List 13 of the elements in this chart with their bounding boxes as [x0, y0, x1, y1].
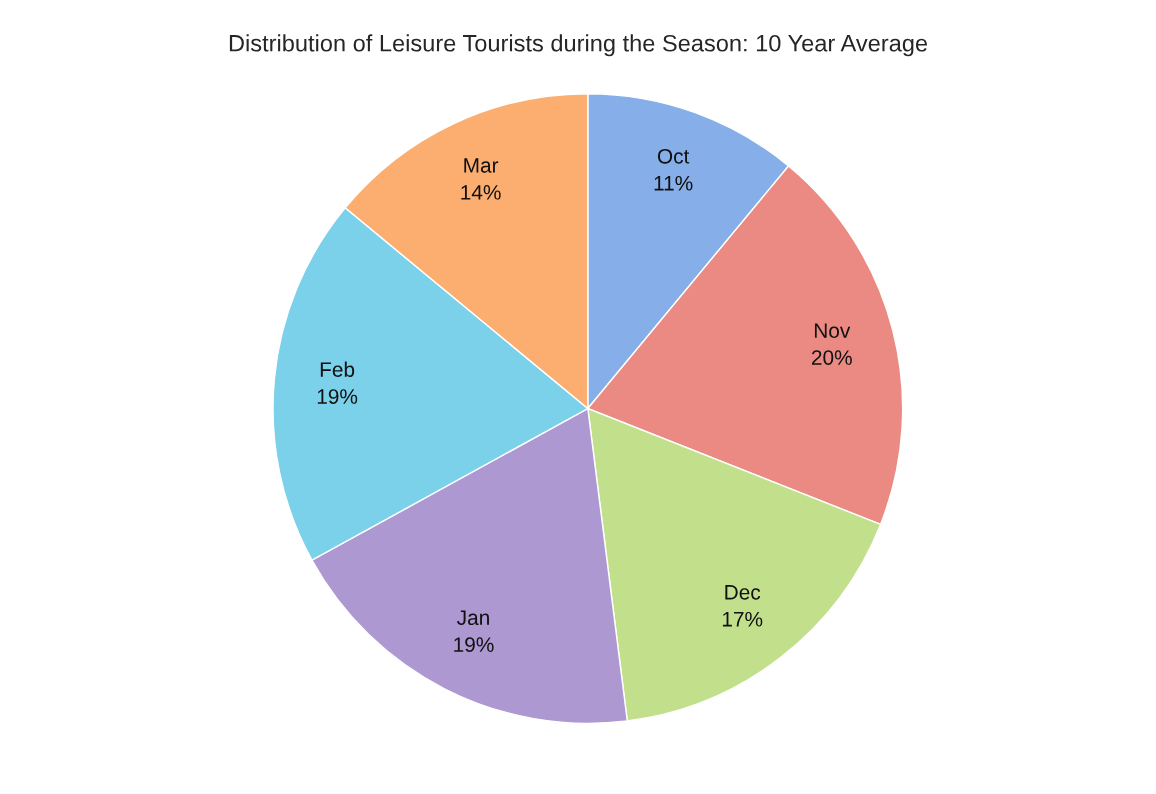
slice-label: Feb	[320, 361, 355, 377]
slice-label: Oct	[657, 148, 690, 164]
data-label: 17%	[722, 611, 763, 627]
chart-title: Distribution of Leisure Tourists during the Season: 10 Year Average	[229, 34, 928, 57]
data-label: 14%	[461, 185, 501, 200]
slice-label: Nov	[814, 323, 851, 338]
data-label: 20%	[811, 350, 852, 365]
data-label: 19%	[454, 637, 494, 652]
data-label: 19%	[317, 389, 358, 404]
data-label: 11%	[654, 175, 693, 191]
slice-label: Dec	[725, 585, 761, 600]
slice-label: Jan	[457, 610, 489, 626]
slice-label: Mar	[464, 158, 499, 173]
